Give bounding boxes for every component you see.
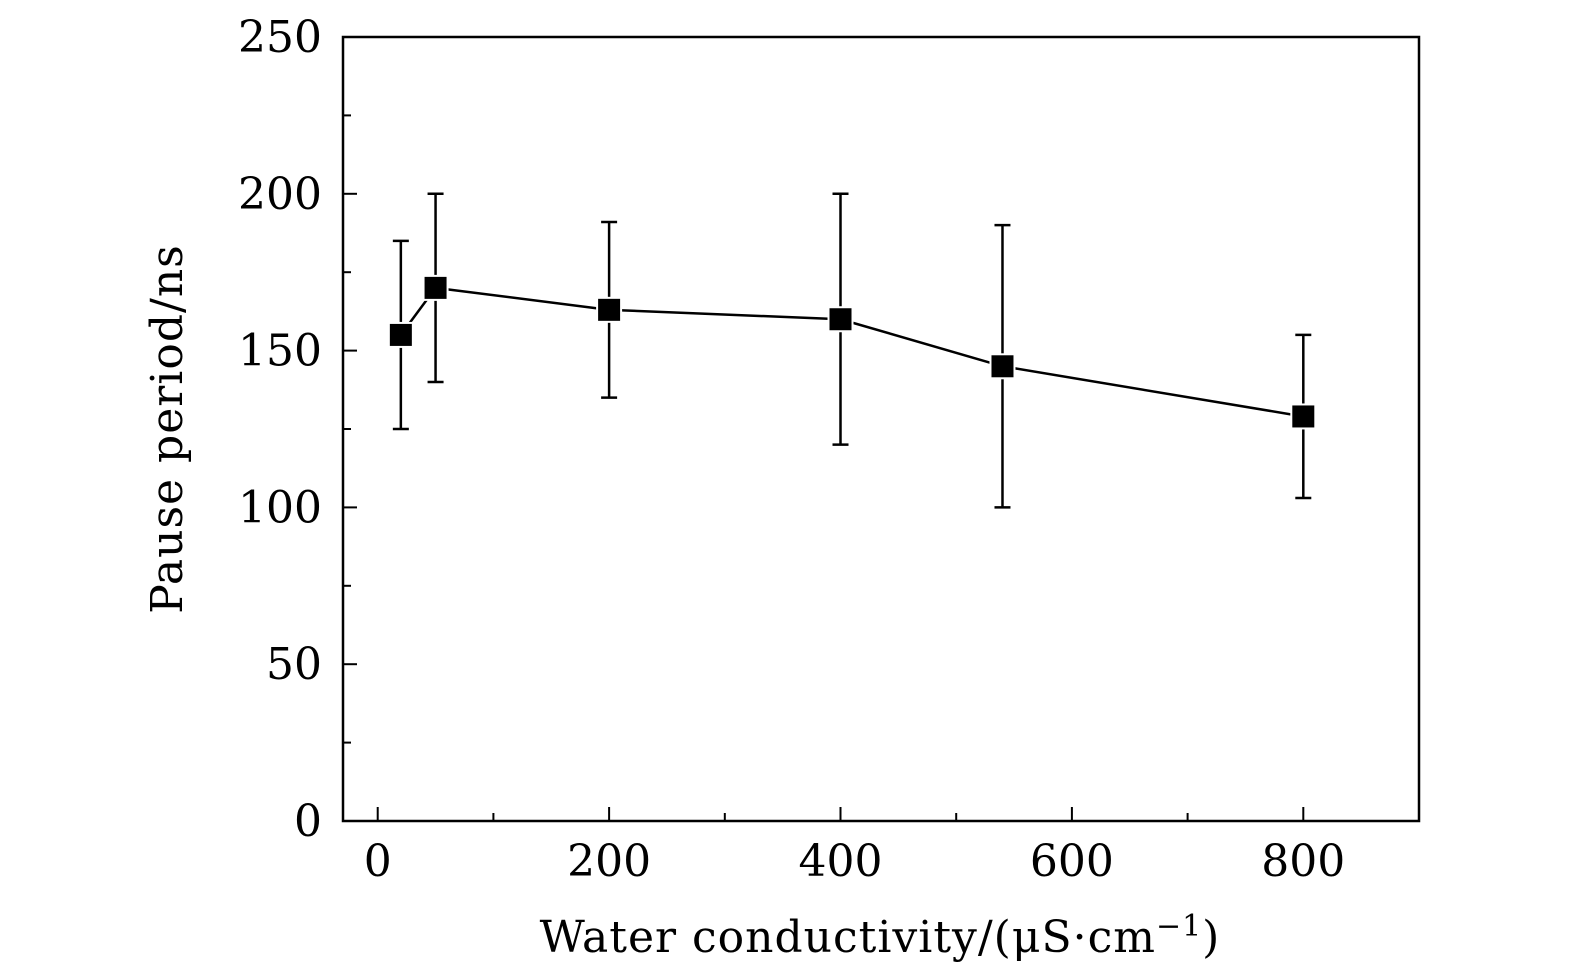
y-axis-tick-labels: 0 50 100 150 200 250 xyxy=(238,12,322,847)
data-point xyxy=(596,296,623,323)
y-axis-title: Pause period/ns xyxy=(142,244,193,614)
error-bars xyxy=(392,192,1312,509)
x-tick-label: 800 xyxy=(1261,836,1345,887)
series-segment xyxy=(435,286,610,312)
series-segment xyxy=(840,318,1003,368)
x-axis-ticks xyxy=(376,807,1305,821)
plot-frame xyxy=(341,35,1421,823)
x-axis-title: Water conductivity/(μS·cm−1) xyxy=(540,909,1221,963)
data-point xyxy=(422,274,449,301)
y-tick-label: 50 xyxy=(266,639,322,690)
x-tick-label: 600 xyxy=(1030,836,1114,887)
y-tick-label: 0 xyxy=(294,796,322,847)
series-segment xyxy=(1002,365,1304,418)
y-tick-label: 200 xyxy=(238,169,322,220)
data-point xyxy=(827,306,854,333)
data-point xyxy=(387,321,414,348)
data-markers xyxy=(387,274,1317,430)
data-point xyxy=(989,353,1016,380)
y-tick-label: 100 xyxy=(238,482,322,533)
x-axis-tick-labels: 0 200 400 600 800 xyxy=(364,836,1346,887)
y-axis-ticks xyxy=(343,36,357,822)
y-tick-label: 250 xyxy=(238,12,322,63)
x-tick-label: 400 xyxy=(799,836,883,887)
x-tick-label: 200 xyxy=(567,836,651,887)
x-tick-label: 0 xyxy=(364,836,392,887)
data-point xyxy=(1290,403,1317,430)
series-segment xyxy=(609,308,841,321)
y-tick-label: 150 xyxy=(238,326,322,377)
